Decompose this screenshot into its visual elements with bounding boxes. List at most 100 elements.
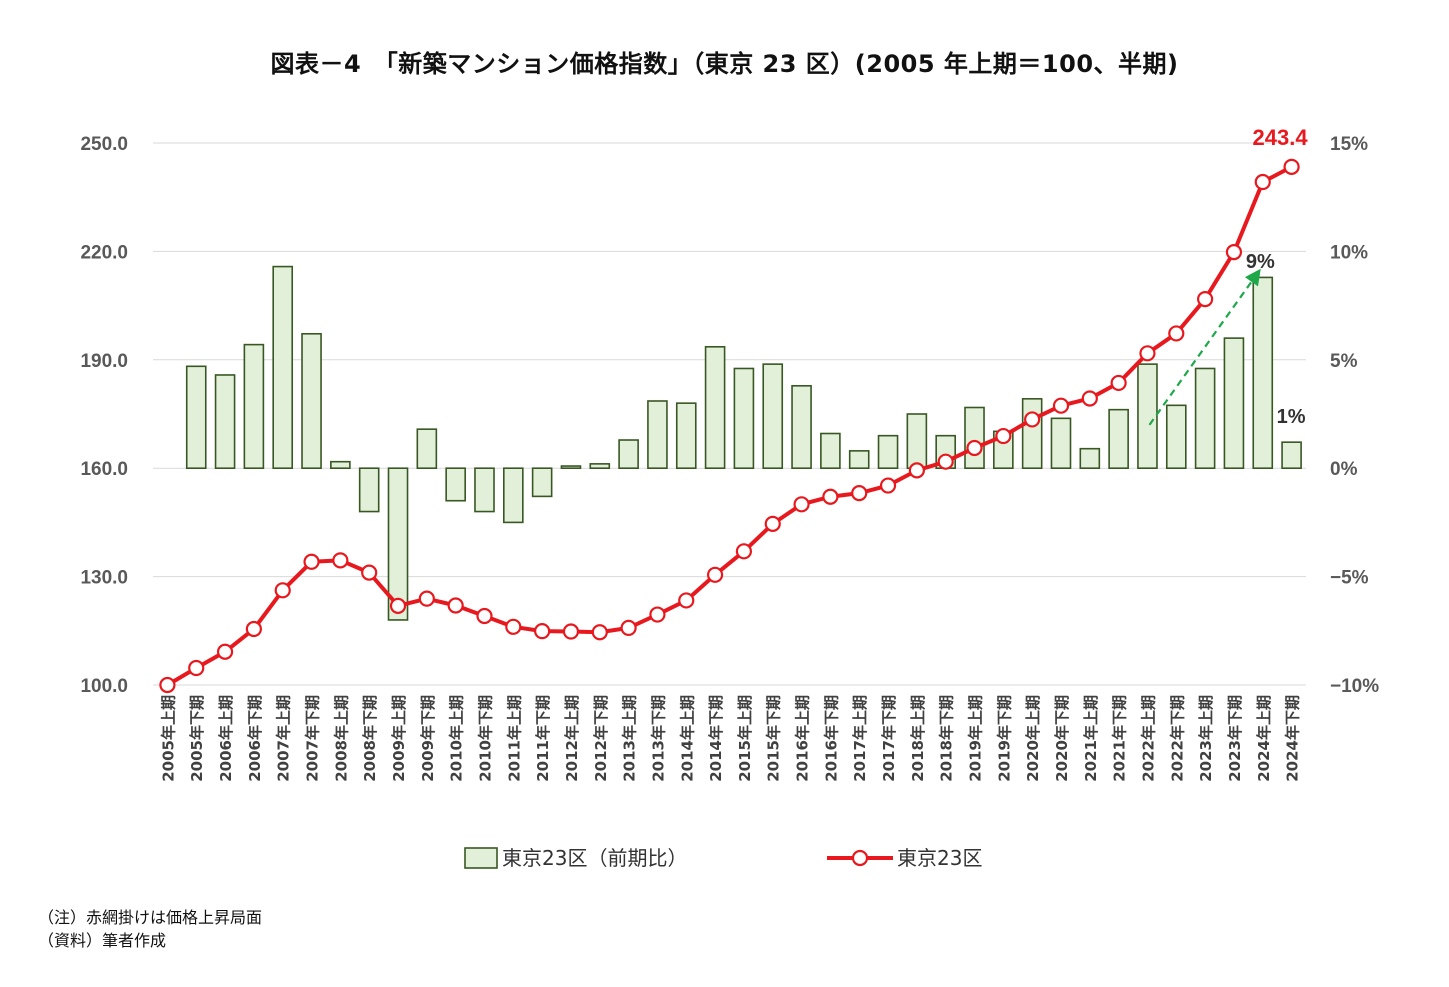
x-tick-label: 2018年下期 bbox=[938, 695, 956, 782]
annotations: 243.4 9% 1% bbox=[1246, 125, 1308, 428]
bar bbox=[1137, 363, 1158, 469]
price-index-line bbox=[166, 165, 1293, 687]
y-right-tick-label: 10% bbox=[1330, 242, 1368, 263]
legend-line-marker bbox=[851, 849, 869, 867]
trend-arrow-line bbox=[1148, 268, 1262, 426]
line-point bbox=[505, 618, 522, 635]
y-left-tick-label: 220.0 bbox=[80, 242, 128, 263]
line-point bbox=[447, 597, 464, 614]
line-point bbox=[937, 453, 954, 470]
x-tick-label: 2010年下期 bbox=[476, 695, 494, 782]
line-point bbox=[476, 607, 493, 625]
bar bbox=[1223, 337, 1245, 469]
x-tick-label: 2007年下期 bbox=[304, 695, 322, 782]
trend-arrow-head bbox=[1244, 268, 1261, 287]
bar bbox=[330, 460, 351, 470]
x-tick-label: 2022年下期 bbox=[1168, 695, 1186, 782]
notes: （注）赤網掛けは価格上昇局面 （資料）筆者作成 bbox=[38, 906, 262, 952]
line-point bbox=[1225, 244, 1243, 261]
x-tick-label: 2017年上期 bbox=[851, 695, 869, 782]
x-tick-label: 2010年上期 bbox=[448, 695, 466, 782]
line-point bbox=[678, 592, 695, 609]
bar bbox=[762, 363, 784, 469]
line-point bbox=[620, 619, 637, 637]
bar bbox=[1021, 398, 1043, 470]
bar bbox=[1252, 276, 1274, 469]
source-line: （資料）筆者作成 bbox=[38, 931, 167, 950]
bar-label-1pct: 1% bbox=[1277, 406, 1306, 428]
note-line: （注）赤網掛けは価格上昇局面 bbox=[38, 908, 263, 927]
x-tick-label: 2011年上期 bbox=[505, 695, 523, 782]
bar bbox=[503, 467, 524, 524]
last-value-label: 243.4 bbox=[1253, 125, 1309, 150]
x-tick-label: 2008年上期 bbox=[332, 695, 350, 782]
line-point bbox=[649, 606, 666, 623]
line-point bbox=[216, 643, 234, 660]
x-tick-label: 2011年下期 bbox=[534, 695, 552, 782]
bar bbox=[848, 450, 870, 469]
line-point bbox=[851, 485, 868, 502]
x-tick-label: 2018年上期 bbox=[909, 695, 927, 782]
x-tick-label: 2024年下期 bbox=[1284, 695, 1302, 782]
chart-title: 図表－4 「新築マンション価格指数」（東京 23 区）(2005 年上期＝100… bbox=[270, 50, 1179, 78]
bar bbox=[1050, 417, 1072, 469]
bar bbox=[1281, 441, 1302, 469]
line-point bbox=[706, 566, 724, 583]
x-tick-label: 2006年上期 bbox=[217, 695, 235, 782]
line-point bbox=[245, 620, 262, 638]
line-point bbox=[1139, 345, 1156, 362]
line-point bbox=[793, 496, 810, 513]
x-tick-label: 2016年上期 bbox=[794, 695, 812, 782]
x-tick-label: 2006年下期 bbox=[246, 695, 264, 782]
x-tick-label: 2014年上期 bbox=[678, 695, 696, 782]
x-tick-label: 2021年下期 bbox=[1111, 695, 1129, 782]
x-tick-label: 2009年上期 bbox=[390, 695, 408, 782]
bar bbox=[445, 467, 466, 502]
line-point bbox=[389, 597, 407, 614]
line-point bbox=[591, 624, 608, 641]
left-axis: 100.0 130.0 160.0 190.0 220.0 250.0 bbox=[80, 134, 128, 697]
x-tick-label: 2020年下期 bbox=[1053, 695, 1071, 782]
line-point bbox=[418, 590, 435, 607]
bar bbox=[1194, 367, 1216, 469]
x-tick-label: 2023年下期 bbox=[1226, 695, 1244, 782]
bar bbox=[214, 374, 236, 470]
line-point bbox=[1197, 290, 1214, 308]
gridlines bbox=[153, 142, 1306, 686]
bar bbox=[618, 439, 639, 469]
y-right-tick-label: −10% bbox=[1330, 676, 1379, 697]
line-point bbox=[822, 488, 839, 505]
bar bbox=[358, 467, 380, 513]
x-tick-label: 2013年上期 bbox=[621, 695, 639, 782]
x-tick-label: 2022年上期 bbox=[1139, 695, 1157, 782]
bar bbox=[704, 345, 726, 469]
bar bbox=[531, 467, 553, 498]
x-tick-label: 2013年下期 bbox=[649, 695, 667, 782]
x-tick-label: 2012年下期 bbox=[592, 695, 610, 782]
bar bbox=[1079, 447, 1101, 469]
bar bbox=[185, 365, 207, 469]
bar bbox=[1165, 404, 1187, 470]
line-point bbox=[1254, 173, 1271, 191]
bar bbox=[589, 463, 611, 470]
y-left-tick-label: 130.0 bbox=[80, 568, 128, 589]
line-point bbox=[303, 553, 320, 570]
y-right-tick-label: 0% bbox=[1330, 459, 1358, 480]
right-axis: −10% −5% 0% 5% 10% 15% bbox=[1330, 134, 1379, 697]
bar-label-9pct: 9% bbox=[1246, 251, 1275, 273]
bar bbox=[906, 413, 928, 470]
line-point bbox=[274, 582, 291, 599]
line-point bbox=[764, 515, 781, 532]
x-axis: 2005年上期 2005年下期 2006年上期 2006年下期 2007年上期 2007年… bbox=[159, 695, 1301, 782]
bar bbox=[1108, 408, 1129, 470]
line-point bbox=[332, 552, 349, 569]
x-tick-label: 2017年下期 bbox=[880, 695, 898, 782]
y-right-tick-label: 15% bbox=[1330, 134, 1368, 155]
line-point bbox=[1168, 325, 1185, 342]
legend-line-label: 東京23区 bbox=[897, 846, 982, 870]
line-point bbox=[966, 439, 983, 457]
x-tick-label: 2008年下期 bbox=[361, 695, 379, 782]
x-tick-label: 2007年上期 bbox=[275, 695, 293, 782]
bar bbox=[416, 428, 438, 469]
x-tick-label: 2019年下期 bbox=[995, 695, 1013, 782]
